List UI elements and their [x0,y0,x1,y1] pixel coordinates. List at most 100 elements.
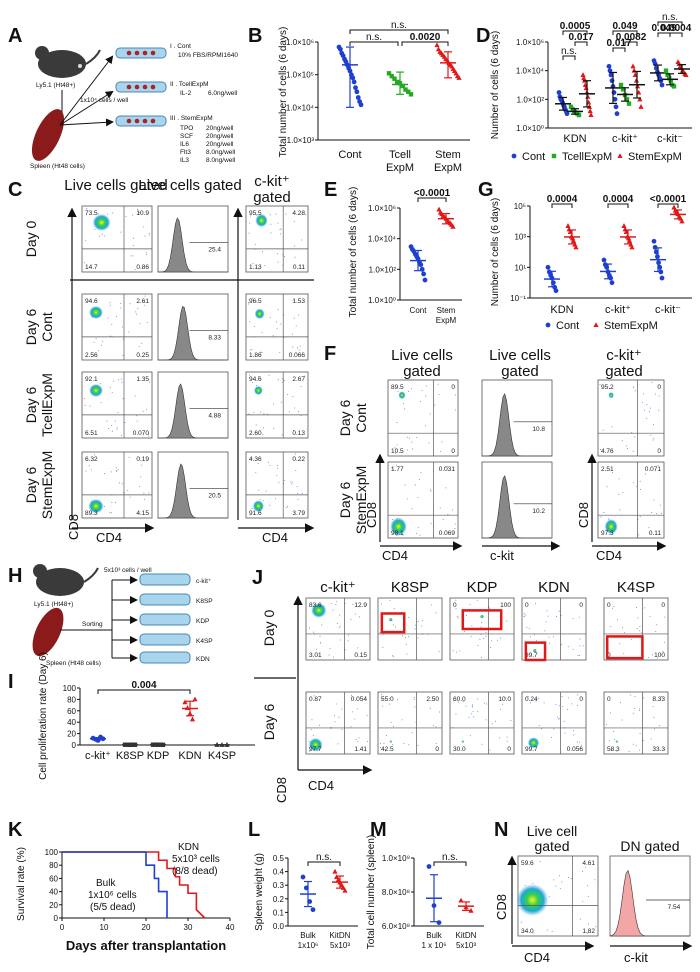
legend-marker [511,153,517,159]
quadrant-value: 0 [657,384,661,391]
event-dot [109,304,111,306]
event-dot [92,315,94,317]
quadrant-value: 0 [525,602,529,609]
quadrant-value: 60.0 [453,696,466,703]
event-dot [261,352,263,354]
quadrant-value: 1.82 [582,928,595,935]
significance-label: 0.017 [568,32,593,43]
event-dot [111,512,113,514]
event-dot [653,499,655,501]
event-dot [411,508,413,510]
significance-label: 0.0020 [410,32,441,43]
event-dot [540,728,542,730]
event-dot [655,393,657,395]
event-dot [118,482,120,484]
x-category-label: Bulk [426,931,443,940]
histogram-gate-value: 10.8 [532,426,545,433]
event-dot [98,350,100,352]
event-dot [144,295,146,297]
event-dot [263,413,265,415]
event-dot [621,440,623,442]
panel-l-chart: 0.0 0.1 0.2 0.3 0.4 0.5 Spleen weight (g) Bulk1… [254,852,358,950]
event-dot [404,408,406,410]
significance-label: 0.0005 [560,21,591,32]
dot-plot-day6: 0.87 0.054 97.7 1.41 [305,691,371,755]
event-dot [617,619,619,621]
cell-population [308,737,323,752]
event-dot [291,483,293,485]
quadrant-value: 94.6 [249,376,262,383]
quadrant-value: 4.15 [136,510,149,517]
event-dot [388,703,390,705]
event-dot [98,235,100,237]
data-point [421,271,426,277]
event-dot [535,640,537,642]
axis-label-cd4: CD4 [382,548,408,563]
event-dot [614,525,616,527]
event-dot [338,626,340,628]
event-dot [657,464,659,466]
quadrant-value: 98.1 [391,530,404,537]
event-dot [435,726,437,728]
cell-population [398,391,406,400]
event-dot [411,388,413,390]
event-dot [579,645,581,647]
y-tick-label: 80 [49,861,58,870]
event-dot [125,216,127,218]
y-tick-label: 100 [63,684,77,693]
event-dot [606,486,608,488]
y-axis-label: Cell proliferation rate (Day 6) [38,652,49,780]
event-dot [109,302,111,304]
dot-plot-ckit: 95.2 0 4.76 0 [597,379,665,457]
event-dot [594,879,596,881]
panel-letter-m: M [370,819,387,841]
event-dot [633,386,635,388]
event-dot [358,616,360,618]
event-dot [141,464,143,466]
data-point [422,277,428,283]
x-tick-label: 30 [184,923,193,932]
event-dot [145,251,147,253]
event-dot [535,700,537,702]
y-tick-label: 60 [67,707,76,716]
y-tick-label: 10¹ [514,263,526,272]
event-dot [407,636,409,638]
event-dot [255,424,257,426]
panel-letter-l: L [248,819,260,841]
event-dot [577,654,579,656]
quadrant-value: 0.066 [289,352,306,359]
event-dot [639,516,641,518]
data-point [406,89,411,94]
event-dot [341,729,343,731]
event-dot [277,222,279,224]
h-well-label: K8SP [196,598,213,605]
significance-label: 0.049 [612,21,637,32]
quadrant-value: 0 [607,652,611,659]
event-dot [657,657,659,659]
event-dot [650,434,652,436]
dot-plot-ckit: 94.6 2.67 2.60 0.13 [245,371,309,439]
event-dot [520,921,522,923]
quadrant-value: 4.36 [249,456,262,463]
event-dot [633,707,635,709]
event-dot [417,745,419,747]
histogram-gate-value: 10.2 [532,508,545,515]
legend-label: Cont [556,320,579,332]
event-dot [428,442,430,444]
event-dot [576,694,578,696]
event-dot [401,719,403,721]
axis-label-cd8: CD8 [576,502,591,528]
axis-label-ckit: c-kit [490,548,514,563]
data-point [601,257,607,263]
data-point [613,104,619,110]
event-dot [120,231,122,233]
event-dot [269,214,271,216]
data-point [585,94,591,99]
x-category-label: 5x10³ [330,941,350,950]
event-dot [563,720,565,722]
row-label: Day 6 [261,704,277,741]
event-dot [277,309,279,311]
event-dot [634,436,636,438]
event-dot [313,695,315,697]
event-dot [280,228,282,230]
